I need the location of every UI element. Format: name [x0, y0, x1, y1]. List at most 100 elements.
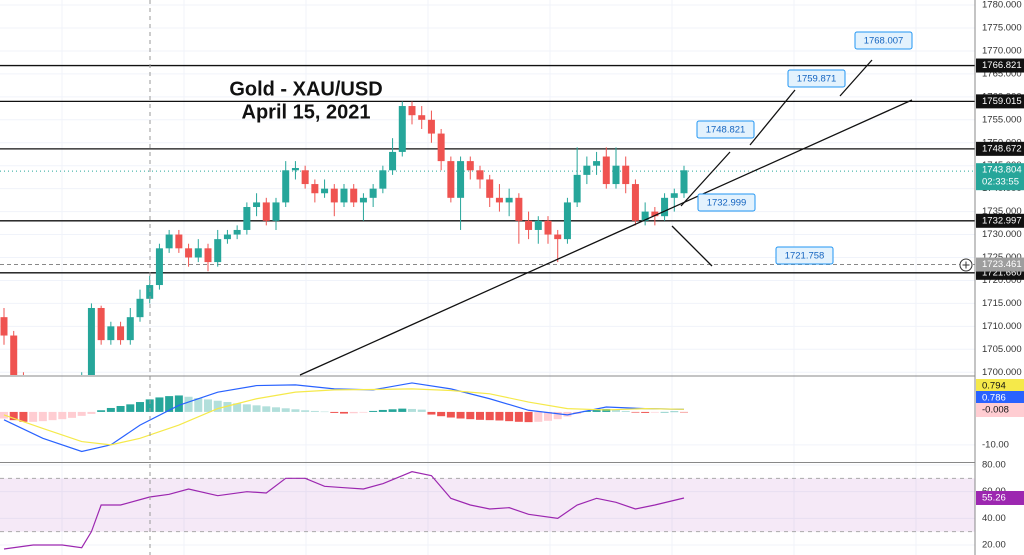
candle-body — [87, 307, 95, 375]
candle-body — [583, 165, 591, 175]
macd-bar — [437, 411, 446, 417]
macd-bar — [174, 395, 183, 412]
macd-bar — [680, 411, 688, 413]
callout-box — [787, 69, 846, 88]
macd-bar — [58, 411, 67, 420]
candle-body — [612, 165, 620, 185]
candle-body — [165, 234, 173, 249]
rsi-value-label: 55.26 — [982, 493, 1006, 504]
macd-bar — [165, 396, 174, 412]
macd-bar — [252, 405, 261, 412]
candle-body — [389, 151, 397, 171]
macd-bar — [388, 409, 397, 412]
candle-body — [369, 188, 377, 198]
macd-bar — [38, 411, 47, 422]
macd-bar — [136, 402, 144, 412]
marker-price-label: 1723.461 — [982, 259, 1022, 270]
candle-body — [350, 188, 358, 203]
candle-body — [398, 106, 406, 152]
macd-bar — [330, 411, 339, 413]
trend-lines — [299, 59, 913, 376]
vertical-grid — [61, 0, 917, 555]
macd-bar — [408, 408, 416, 412]
candle-body — [243, 207, 251, 230]
last-price-label: 1743.804 — [982, 165, 1022, 176]
macd-bar — [301, 410, 310, 412]
macd-bar — [485, 411, 494, 421]
y-tick-label: 1715.000 — [982, 298, 1022, 309]
callout-label: 1721.758 — [785, 251, 825, 262]
level-label-box — [976, 213, 1024, 228]
macd-value-label-box — [976, 379, 1024, 393]
macd-bar — [213, 400, 222, 412]
macd-bar — [19, 411, 28, 422]
macd-bar — [592, 409, 601, 412]
macd-bar — [476, 411, 484, 420]
y-tick-label: 1725.000 — [982, 252, 1022, 263]
candle-body — [10, 335, 18, 375]
macd-bar — [155, 397, 164, 412]
macd-bar — [544, 411, 552, 421]
marker-price-label-box — [976, 257, 1024, 272]
candle-body — [136, 298, 144, 318]
callout-label: 1732.999 — [707, 198, 747, 209]
y-tick-label: 1755.000 — [982, 114, 1022, 125]
callouts: 1768.007 1759.871 1748.821 1732.999 1721… — [696, 31, 913, 265]
candle-body — [622, 165, 630, 185]
rsi-band-fill — [0, 478, 975, 532]
macd-bar — [378, 409, 387, 412]
macd-pane — [0, 382, 688, 453]
candle-body — [253, 202, 261, 208]
macd-bar — [359, 411, 368, 413]
candle-body — [262, 202, 270, 221]
macd-value-label-box — [976, 391, 1024, 405]
candle-body — [447, 161, 455, 198]
level-label-box — [976, 58, 1024, 73]
macd-bar — [9, 411, 18, 421]
candle-body — [0, 317, 8, 336]
callout-box — [696, 120, 755, 139]
callout-box — [697, 193, 756, 212]
candle-body — [525, 220, 533, 230]
macd-bar — [641, 411, 650, 413]
candle-body — [107, 326, 115, 341]
candle-body — [97, 307, 105, 341]
candle-body — [126, 317, 134, 341]
y-tick-label: 1710.000 — [982, 321, 1022, 332]
y-tick-label: 20.00 — [982, 540, 1006, 551]
rsi-band — [0, 477, 975, 533]
countdown-label: 02:33:55 — [982, 177, 1019, 188]
macd-bar — [262, 406, 271, 412]
level-label-box — [976, 94, 1024, 109]
macd-bar — [417, 409, 426, 412]
y-tick-label: 1770.000 — [982, 45, 1022, 56]
macd-line — [3, 388, 685, 446]
macd-bar — [534, 411, 543, 422]
chart-title: Gold - XAU/USD — [229, 78, 382, 100]
candle-body — [282, 170, 290, 203]
candle-body — [301, 170, 309, 185]
candle-body — [466, 161, 474, 171]
candle-body — [408, 106, 416, 116]
macd-bar — [272, 407, 280, 412]
last-price-box — [976, 163, 1024, 191]
candle-body — [486, 179, 494, 198]
macd-bar — [233, 403, 242, 412]
candle-body — [311, 184, 319, 194]
macd-bar — [612, 409, 620, 412]
macd-bar — [106, 407, 115, 412]
y-tick-label: 1735.000 — [982, 206, 1022, 217]
candle-body — [544, 220, 552, 235]
rsi-pane — [3, 471, 685, 550]
candle-body — [505, 197, 513, 203]
candle-body — [661, 197, 669, 217]
macd-bar — [553, 411, 562, 420]
macd-value-label-box — [976, 403, 1024, 417]
candle-body — [563, 202, 571, 240]
candle-body — [330, 188, 338, 203]
rsi-value-label-box — [976, 490, 1024, 505]
candle-body — [641, 211, 649, 221]
candle-body — [321, 188, 329, 194]
crosshair-button[interactable] — [959, 258, 973, 272]
